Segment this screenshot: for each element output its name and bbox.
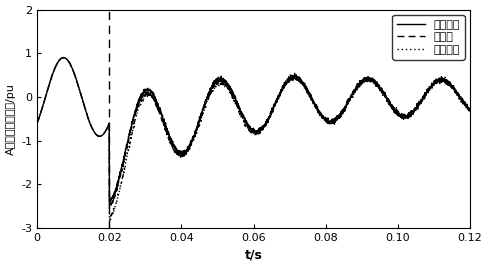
- Y-axis label: A相定子短路电流/pu: A相定子短路电流/pu: [5, 83, 16, 155]
- 本方案: [455, 92, 461, 95]
- Line: 俳真波形: 俳真波形: [37, 58, 470, 202]
- Line: 现有技术: 现有技术: [37, 58, 470, 220]
- 俳真波形: [245, 125, 251, 128]
- 现有技术: [56, 59, 62, 62]
- 本方案: [467, 109, 473, 113]
- 俳真波形: [107, 200, 113, 203]
- 俳真波形: [455, 93, 461, 97]
- 俳真波形: [61, 56, 66, 59]
- 本方案: [61, 56, 66, 59]
- Legend: 俳真波形, 本方案, 现有技术: 俳真波形, 本方案, 现有技术: [392, 15, 465, 60]
- 俳真波形: [234, 99, 240, 103]
- 本方案: [106, 207, 112, 210]
- 本方案: [245, 126, 251, 129]
- 现有技术: [107, 218, 113, 222]
- 俳真波形: [34, 121, 40, 125]
- 本方案: [234, 101, 240, 104]
- 俳真波形: [56, 59, 62, 62]
- 本方案: [56, 59, 62, 62]
- 俳真波形: [467, 108, 473, 111]
- Line: 本方案: 本方案: [37, 58, 470, 208]
- 本方案: [455, 93, 461, 96]
- 俳真波形: [455, 91, 461, 94]
- 现有技术: [234, 105, 240, 108]
- 现有技术: [245, 127, 251, 130]
- X-axis label: t/s: t/s: [244, 249, 263, 261]
- 本方案: [376, 86, 382, 89]
- 现有技术: [61, 56, 66, 59]
- 俳真波形: [376, 85, 382, 88]
- 本方案: [34, 121, 40, 125]
- 现有技术: [34, 121, 40, 125]
- 现有技术: [467, 109, 473, 112]
- 现有技术: [455, 93, 461, 96]
- 现有技术: [376, 85, 382, 88]
- 现有技术: [455, 91, 461, 95]
